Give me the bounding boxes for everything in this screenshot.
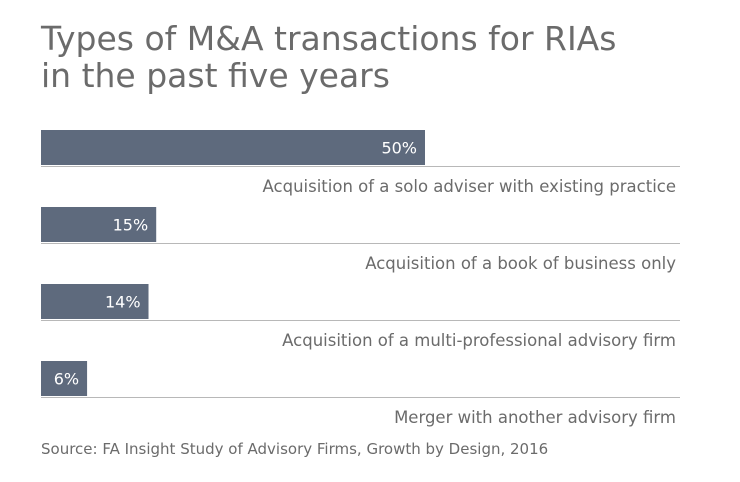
bar-value-label-0: 50% <box>381 139 417 158</box>
bar-3 <box>41 361 88 396</box>
category-label-2: Acquisition of a multi-professional advi… <box>282 331 676 350</box>
chart-title: Types of M&A transactions for RIAs in th… <box>41 20 701 94</box>
category-label-1: Acquisition of a book of business only <box>365 254 676 273</box>
bar-value-label-2: 14% <box>105 293 141 312</box>
title-line-2: in the past five years <box>41 56 390 95</box>
title-line-1: Types of M&A transactions for RIAs <box>41 19 617 58</box>
category-label-0: Acquisition of a solo adviser with exist… <box>263 177 676 196</box>
source-note: Source: FA Insight Study of Advisory Fir… <box>41 440 549 458</box>
bar-2 <box>41 284 149 319</box>
bar-0 <box>41 130 425 165</box>
bar-value-label-3: 6% <box>54 370 79 389</box>
category-label-3: Merger with another advisory firm <box>394 408 676 427</box>
bar-value-label-1: 15% <box>113 216 149 235</box>
bar-1 <box>41 207 157 242</box>
